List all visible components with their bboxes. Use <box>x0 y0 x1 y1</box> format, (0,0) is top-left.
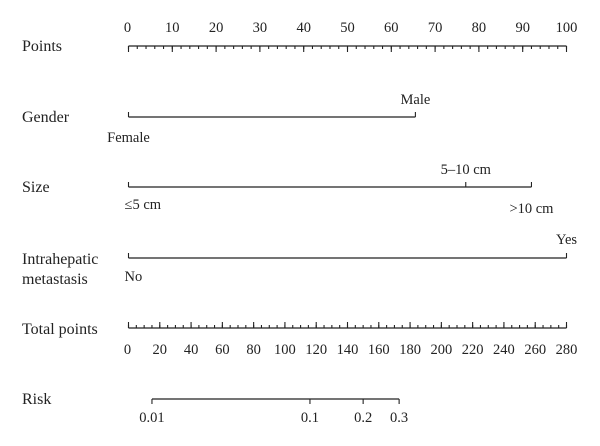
total-points-tick-label: 60 <box>215 342 230 358</box>
total-points-tick-label: 120 <box>305 342 327 358</box>
points-tick-label: 30 <box>253 20 268 36</box>
row-labels: Points Gender Size Intrahepatic metastas… <box>22 38 98 408</box>
points-tick-label: 60 <box>384 20 399 36</box>
row-label-risk: Risk <box>22 391 51 408</box>
total-points-tick-label: 180 <box>399 342 421 358</box>
total-points-tick-label: 20 <box>153 342 168 358</box>
points-tick-label: 40 <box>296 20 311 36</box>
row-label-metastasis: metastasis <box>22 271 88 288</box>
row-label-points: Points <box>22 38 62 55</box>
points-tick-label: 50 <box>340 20 355 36</box>
total-points-tick-label: 220 <box>462 342 484 358</box>
total-points-tick-label: 200 <box>430 342 452 358</box>
gender-level-label: Female <box>107 130 150 146</box>
size-level-label: 5–10 cm <box>441 162 492 178</box>
risk-tick-label: 0.2 <box>354 410 372 426</box>
points-tick-label: 90 <box>515 20 530 36</box>
points-tick-label: 20 <box>209 20 224 36</box>
total-points-tick-label: 240 <box>493 342 515 358</box>
total-points-tick-label: 160 <box>368 342 390 358</box>
points-tick-label: 0 <box>124 20 131 36</box>
total-points-tick-label: 140 <box>337 342 359 358</box>
row-label-size: Size <box>22 179 50 196</box>
points-tick-label: 10 <box>165 20 180 36</box>
size-level-label: ≤5 cm <box>125 197 162 213</box>
size-level-label: >10 cm <box>509 201 554 217</box>
metastasis-level-label: No <box>125 269 143 285</box>
total-points-tick-label: 0 <box>124 342 131 358</box>
row-label-intrahepatic: Intrahepatic <box>22 251 98 268</box>
total-points-tick-label: 280 <box>556 342 578 358</box>
total-points-tick-label: 260 <box>524 342 546 358</box>
chart-marks: 0 10 20 30 40 50 60 70 80 90 100 Female Male ≤5 cm 5–1… <box>107 20 577 426</box>
gender-level-label: Male <box>400 92 430 108</box>
total-points-tick-label: 80 <box>246 342 261 358</box>
total-points-tick-label: 100 <box>274 342 296 358</box>
points-tick-label: 70 <box>428 20 443 36</box>
metastasis-level-label: Yes <box>556 232 577 248</box>
risk-tick-label: 0.01 <box>139 410 164 426</box>
total-points-tick-label: 40 <box>184 342 199 358</box>
row-label-gender: Gender <box>22 109 70 126</box>
risk-tick-label: 0.3 <box>390 410 408 426</box>
points-tick-label: 80 <box>472 20 487 36</box>
points-tick-label: 100 <box>556 20 578 36</box>
row-label-total-points: Total points <box>22 321 98 338</box>
risk-tick-label: 0.1 <box>301 410 319 426</box>
